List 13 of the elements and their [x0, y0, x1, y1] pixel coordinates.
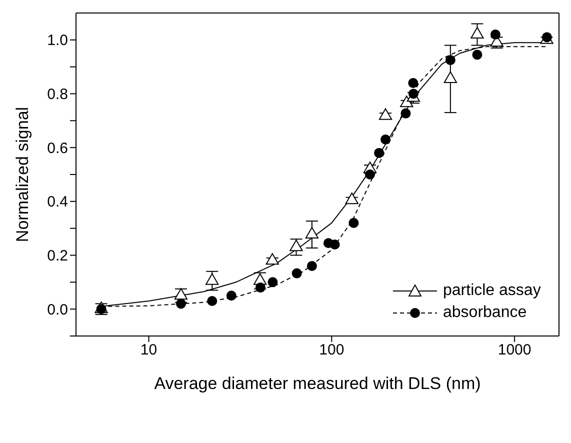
x-tick-label: 1000: [498, 342, 532, 359]
y-tick-label: 0.4: [47, 194, 68, 211]
legend-label: absorbance: [443, 304, 527, 322]
legend-label: particle assay: [443, 282, 541, 300]
y-tick-label: 0.8: [47, 86, 68, 104]
y-tick-label: 0.2: [47, 248, 68, 265]
y-tick-label: 0.6: [47, 140, 68, 157]
y-tick-label: 0.0: [47, 301, 68, 318]
x-tick-label: 100: [319, 342, 344, 359]
y-tick-label: 1.0: [47, 32, 68, 50]
x-axis-title: Average diameter measured with DLS (nm): [154, 374, 481, 393]
x-tick-label: 10: [140, 342, 158, 359]
y-axis-title: Normalized signal: [13, 106, 32, 242]
